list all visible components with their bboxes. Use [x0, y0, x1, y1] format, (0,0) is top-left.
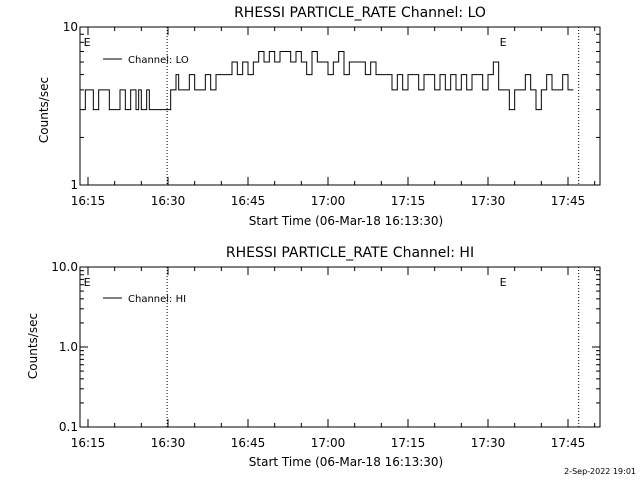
y-axis-label: Counts/sec	[26, 313, 40, 379]
legend: Channel: HI	[103, 294, 186, 305]
x-tick-label: 16:15	[71, 436, 106, 450]
chart-panel-lo: RHESSI PARTICLE_RATE Channel: LO Counts/…	[37, 5, 601, 228]
y-tick-label: 1.0	[59, 340, 78, 354]
legend-label: Channel: LO	[128, 55, 189, 66]
chart-title: RHESSI PARTICLE_RATE Channel: HI	[226, 245, 474, 261]
y-tick-label: 0.1	[59, 420, 78, 434]
x-tick-label: 17:00	[311, 194, 346, 208]
y-axis-label: Counts/sec	[37, 77, 51, 143]
x-tick-label: 16:45	[231, 436, 266, 450]
x-tick-label: 16:30	[151, 436, 186, 450]
plot-frame	[79, 266, 601, 428]
x-tick-label: 17:30	[471, 436, 506, 450]
x-tick-label: 17:15	[391, 194, 426, 208]
x-axis-label: Start Time (06-Mar-18 16:13:30)	[249, 214, 443, 228]
x-tick-label: 16:15	[71, 194, 106, 208]
event-marker-label: E	[84, 276, 91, 289]
x-tick-label: 17:00	[311, 436, 346, 450]
x-tick-label: 17:45	[551, 194, 586, 208]
y-tick-label: 10.0	[51, 260, 78, 274]
x-tick-label: 17:15	[391, 436, 426, 450]
legend-label: Channel: HI	[128, 294, 186, 305]
x-axis-label: Start Time (06-Mar-18 16:13:30)	[249, 455, 443, 469]
x-tick-label: 17:45	[551, 436, 586, 450]
chart-panel-hi: RHESSI PARTICLE_RATE Channel: HI Counts/…	[26, 245, 601, 469]
series-line	[82, 50, 574, 111]
plot-frame	[79, 26, 601, 186]
y-tick-label: 10	[63, 20, 78, 34]
event-marker-label: E	[84, 36, 91, 49]
x-tick-label: 16:30	[151, 194, 186, 208]
event-marker-label: E	[500, 36, 507, 49]
x-tick-label: 17:30	[471, 194, 506, 208]
y-tick-label: 1	[70, 178, 78, 192]
footer-timestamp: 2-Sep-2022 19:01	[564, 467, 636, 476]
chart-title: RHESSI PARTICLE_RATE Channel: LO	[234, 5, 486, 21]
event-marker-label: E	[500, 276, 507, 289]
legend: Channel: LO	[103, 55, 189, 66]
x-tick-label: 16:45	[231, 194, 266, 208]
